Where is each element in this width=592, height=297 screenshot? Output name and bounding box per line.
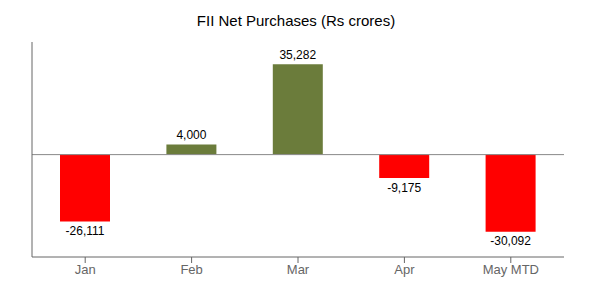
html-text:FII Net Purchases (Rs crores): FII Net Purchases (Rs crores) bbox=[196, 12, 396, 29]
svg-text:-9,175: -9,175 bbox=[387, 181, 421, 195]
svg-text:Apr: Apr bbox=[394, 262, 415, 277]
svg-text:May MTD: May MTD bbox=[483, 262, 539, 277]
svg-text:-26,111: -26,111 bbox=[66, 224, 105, 238]
svg-text:Feb: Feb bbox=[180, 262, 202, 277]
svg-text:35,282: 35,282 bbox=[279, 48, 316, 62]
svg-text:-30,092: -30,092 bbox=[490, 234, 531, 248]
svg-text:Jan: Jan bbox=[75, 262, 96, 277]
svg-text:4,000: 4,000 bbox=[176, 128, 206, 142]
svg-text:Mar: Mar bbox=[287, 262, 310, 277]
